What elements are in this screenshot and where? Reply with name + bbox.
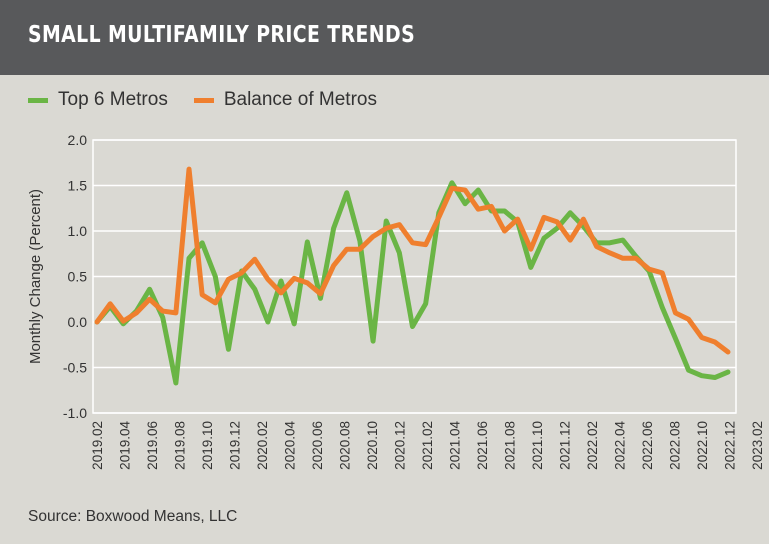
- x-tick-label: 2021.04: [448, 421, 463, 470]
- x-tick-label: 2019.06: [145, 421, 160, 470]
- x-tick-label: 2021.06: [475, 421, 490, 470]
- x-tick-label: 2022.06: [640, 421, 655, 470]
- x-tick-label: 2022.02: [585, 421, 600, 470]
- x-tick-label: 2021.12: [558, 421, 573, 470]
- y-tick-label: 1.0: [68, 223, 88, 239]
- y-tick-label: -1.0: [63, 405, 87, 421]
- x-tick-label: 2019.04: [118, 421, 133, 470]
- legend-label-balance: Balance of Metros: [223, 89, 377, 110]
- x-tick-label: 2020.08: [338, 421, 353, 470]
- x-tick-label: 2020.10: [365, 421, 380, 470]
- x-tick-label: 2020.06: [310, 421, 325, 470]
- x-tick-label: 2019.02: [90, 421, 105, 470]
- y-tick-label: 0.5: [68, 269, 88, 285]
- chart-title: SMALL MULTIFAMILY PRICE TRENDS: [28, 22, 416, 48]
- y-tick-label: 2.0: [68, 132, 88, 148]
- legend-item-top6: Top 6 Metros: [28, 89, 168, 111]
- legend-item-balance: Balance of Metros: [193, 89, 377, 111]
- legend-swatch-orange: [193, 97, 214, 103]
- x-tick-label: 2021.08: [503, 421, 518, 470]
- title-bar: SMALL MULTIFAMILY PRICE TRENDS: [0, 0, 769, 75]
- legend: Top 6 Metros Balance of Metros: [28, 89, 377, 111]
- y-tick-label: -0.5: [63, 360, 87, 376]
- x-tick-label: 2023.02: [750, 421, 765, 470]
- y-tick-label: 0.0: [68, 314, 88, 330]
- x-tick-label: 2020.02: [255, 421, 270, 470]
- x-tick-label: 2022.10: [695, 421, 710, 470]
- x-tick-label: 2019.08: [173, 421, 188, 470]
- legend-swatch-green: [28, 97, 48, 103]
- x-tick-label: 2019.10: [200, 421, 215, 470]
- x-tick-label: 2019.12: [228, 421, 243, 470]
- y-axis-label: Monthly Change (Percent): [27, 189, 44, 364]
- x-tick-label: 2020.04: [283, 421, 298, 470]
- source-note: Source: Boxwood Means, LLC: [28, 508, 238, 525]
- x-tick-label: 2022.04: [613, 421, 628, 470]
- y-tick-label: 1.5: [68, 178, 88, 194]
- legend-label-top6: Top 6 Metros: [58, 89, 168, 110]
- x-tick-label: 2020.12: [393, 421, 408, 470]
- x-tick-label: 2022.08: [668, 421, 683, 470]
- x-tick-label: 2022.12: [723, 421, 738, 470]
- x-tick-label: 2021.10: [530, 421, 545, 470]
- x-tick-label: 2021.02: [420, 421, 435, 470]
